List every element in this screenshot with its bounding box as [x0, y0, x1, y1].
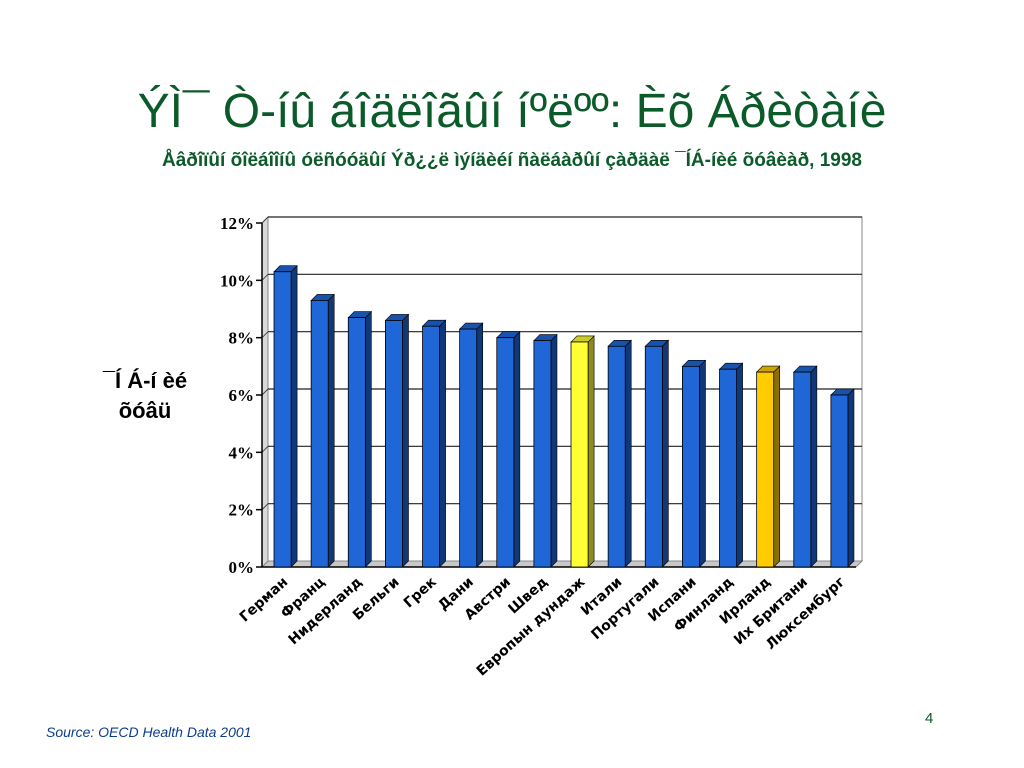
- bar: [830, 394, 849, 568]
- bar: [384, 320, 403, 568]
- gridline-depth: [261, 503, 269, 511]
- gridline-depth: [261, 445, 269, 453]
- page-number: 4: [925, 710, 934, 727]
- bar: [644, 345, 663, 568]
- bar-side: [847, 388, 855, 568]
- bar-side: [624, 339, 632, 568]
- bar: [756, 371, 775, 568]
- y-tick-label: 4%: [229, 443, 255, 462]
- bar-side: [587, 335, 595, 568]
- bar: [273, 271, 292, 568]
- bar-side: [439, 319, 446, 568]
- y-tick-label: 10%: [220, 271, 254, 290]
- y-tick-label: 2%: [229, 501, 255, 520]
- bar-side: [662, 339, 669, 568]
- bar-side: [327, 293, 335, 568]
- bar-side: [810, 365, 818, 568]
- bar-side: [402, 313, 409, 568]
- bar: [459, 328, 478, 568]
- bar: [310, 299, 329, 568]
- bar: [793, 371, 812, 568]
- bar: [422, 325, 441, 568]
- y-tick-label: 12%: [220, 214, 254, 233]
- bar-side: [699, 359, 706, 568]
- y-axis-label: ¯Í Á-í èé õóâü: [70, 366, 220, 426]
- bar: [607, 345, 626, 568]
- gridline-depth: [261, 388, 269, 396]
- y-axis-label-line-1: ¯Í Á-í èé: [102, 368, 188, 393]
- bar-side: [736, 362, 743, 568]
- slide-subtitle: Åâðîïûí õîëáîîíû óëñóóäûí Ýð¿¿ë ìýíäèéí …: [161, 150, 862, 171]
- bar: [347, 317, 366, 568]
- gridline-depth: [261, 273, 269, 281]
- bar-side: [513, 330, 521, 568]
- y-tick-label: 6%: [229, 386, 255, 405]
- bar: [496, 337, 515, 568]
- source-note: Source: OECD Health Data 2001: [46, 724, 252, 740]
- x-category-label: Грек: [401, 574, 440, 612]
- bar-side: [773, 365, 781, 568]
- y-axis-label-line-2: õóâü: [118, 398, 172, 423]
- bar-side: [476, 322, 484, 568]
- y-tick-label: 8%: [229, 329, 255, 348]
- slide-title: ÝÌ¯ Ò-íû áîäëîãûí íºëºº: Èõ Áðèòàíè: [137, 85, 887, 138]
- x-category-label: Герман: [237, 574, 292, 625]
- bar: [533, 340, 552, 568]
- bar-side: [365, 310, 372, 568]
- bar: [719, 368, 738, 568]
- bar: [570, 341, 589, 568]
- gridline-depth: [261, 331, 269, 339]
- gridline-depth: [261, 216, 269, 224]
- bar: [681, 365, 700, 568]
- bar-side: [290, 265, 298, 568]
- y-tick-label: 0%: [229, 558, 255, 577]
- bar-side: [550, 333, 558, 568]
